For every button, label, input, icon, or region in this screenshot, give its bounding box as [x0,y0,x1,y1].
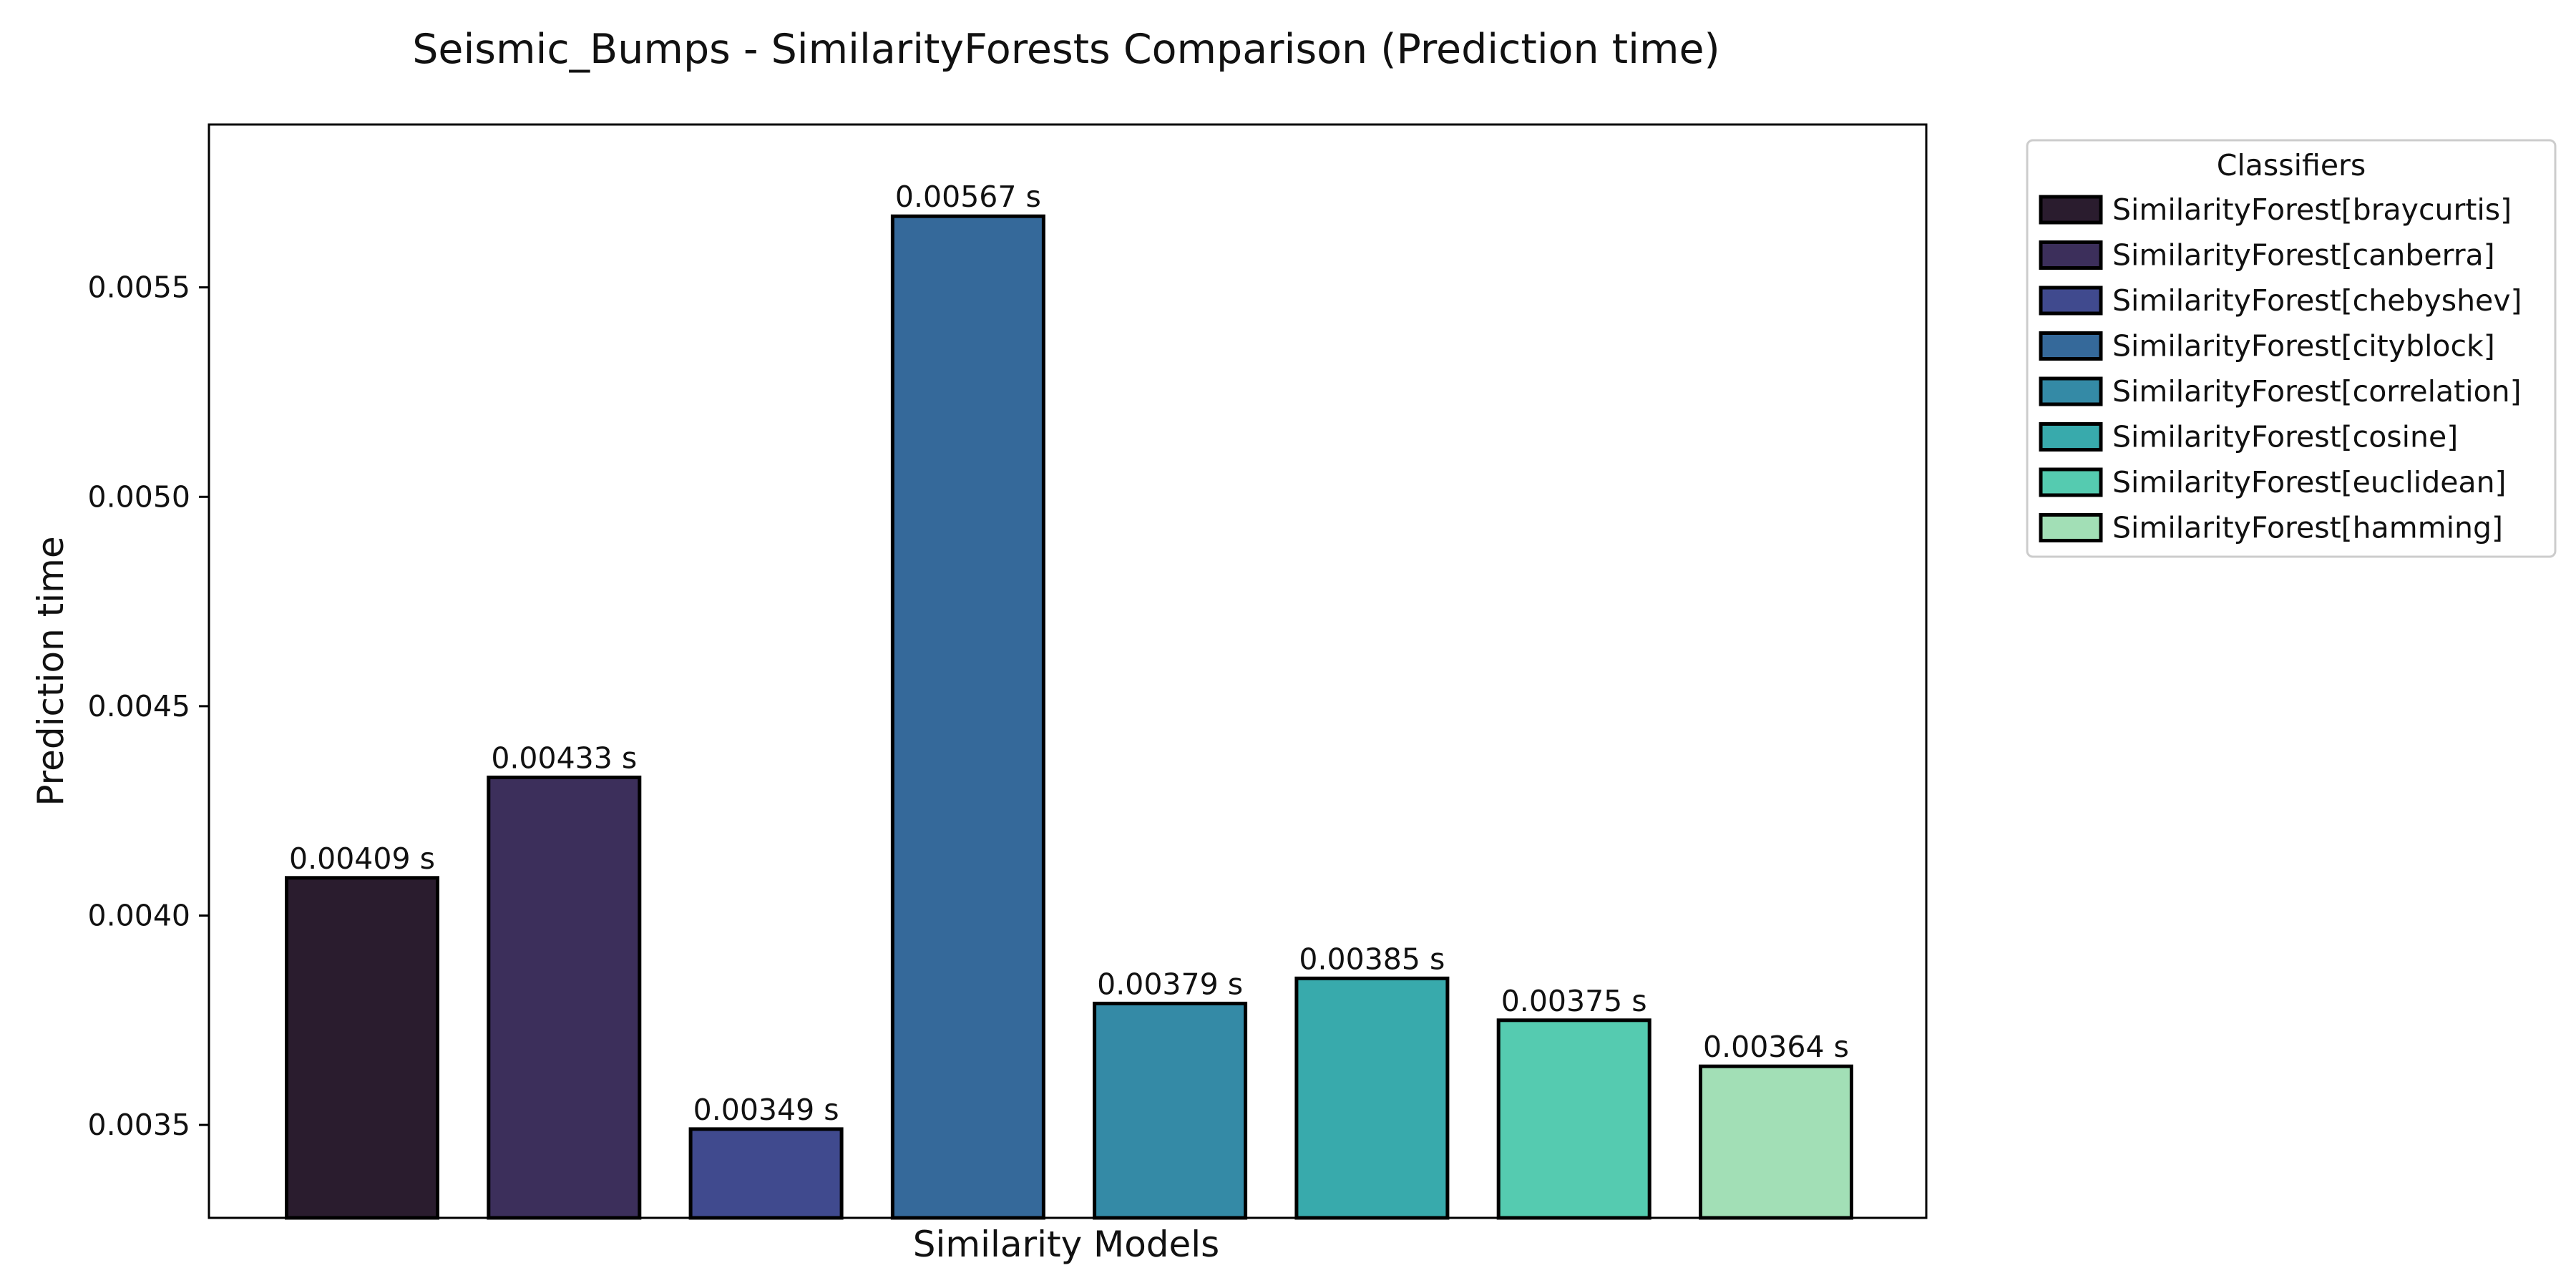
bar-value-label: 0.00433 s [491,741,637,775]
bar-3 [688,1127,844,1220]
legend-entry-label: SimilarityForest[hamming] [2112,511,2503,545]
legend-entry-label: SimilarityForest[cosine] [2112,420,2458,454]
legend-swatch [2039,422,2103,452]
bar-2 [487,775,642,1220]
bar-value-label: 0.00364 s [1703,1030,1849,1064]
bar-7 [1496,1018,1652,1220]
bar-6 [1294,976,1450,1220]
legend-swatch [2039,467,2103,497]
y-tick-label: 0.0040 [88,899,190,933]
y-tick-label: 0.0045 [88,689,190,723]
bar-value-label: 0.00379 s [1097,967,1243,1001]
y-axis: 0.0035 0.0040 0.0045 0.0050 0.0055 [88,270,209,1142]
legend-swatch [2039,286,2103,316]
chart-title: Seismic_Bumps - SimilarityForests Compar… [412,26,1720,73]
bar-value-labels: 0.00409 s 0.00433 s 0.00349 s 0.00567 s 0.00… [289,180,1849,1127]
legend-swatch [2039,240,2103,270]
legend-title: Classifiers [2217,148,2366,182]
bar-5 [1093,1001,1248,1220]
y-axis-label: Prediction time [30,536,72,806]
legend-entries: SimilarityForest[braycurtis] SimilarityFo… [2039,192,2522,545]
bar-4 [890,214,1045,1220]
legend-swatch [2039,513,2103,542]
plot-frame [208,123,1928,1219]
legend-entry-label: SimilarityForest[euclidean] [2112,465,2507,499]
legend-swatch [2039,376,2103,406]
y-tick-label: 0.0035 [88,1108,190,1142]
bar-value-label: 0.00409 s [289,841,435,876]
y-tick-label: 0.0055 [88,270,190,305]
bar-8 [1699,1064,1853,1220]
bar-value-label: 0.00567 s [895,180,1041,214]
legend-box [2026,139,2557,558]
bar-value-label: 0.00349 s [693,1093,839,1127]
legend-entry-label: SimilarityForest[braycurtis] [2112,192,2512,227]
y-tick-label: 0.0050 [88,479,190,514]
legend-swatch [2039,331,2103,361]
legend-entry-label: SimilarityForest[cityblock] [2112,329,2495,364]
legend-swatch [2039,195,2103,225]
bar-value-label: 0.00375 s [1501,984,1647,1018]
x-axis-label: Similarity Models [913,1224,1219,1265]
bar-value-label: 0.00385 s [1299,942,1445,976]
legend-entry-label: SimilarityForest[correlation] [2112,374,2522,409]
legend-entry-label: SimilarityForest[canberra] [2112,238,2495,273]
legend-entry-label: SimilarityForest[chebyshev] [2112,283,2522,318]
bars-layer [285,214,1853,1220]
bar-1 [285,876,439,1220]
legend: Classifiers SimilarityForest[braycurtis]… [2026,139,2557,558]
